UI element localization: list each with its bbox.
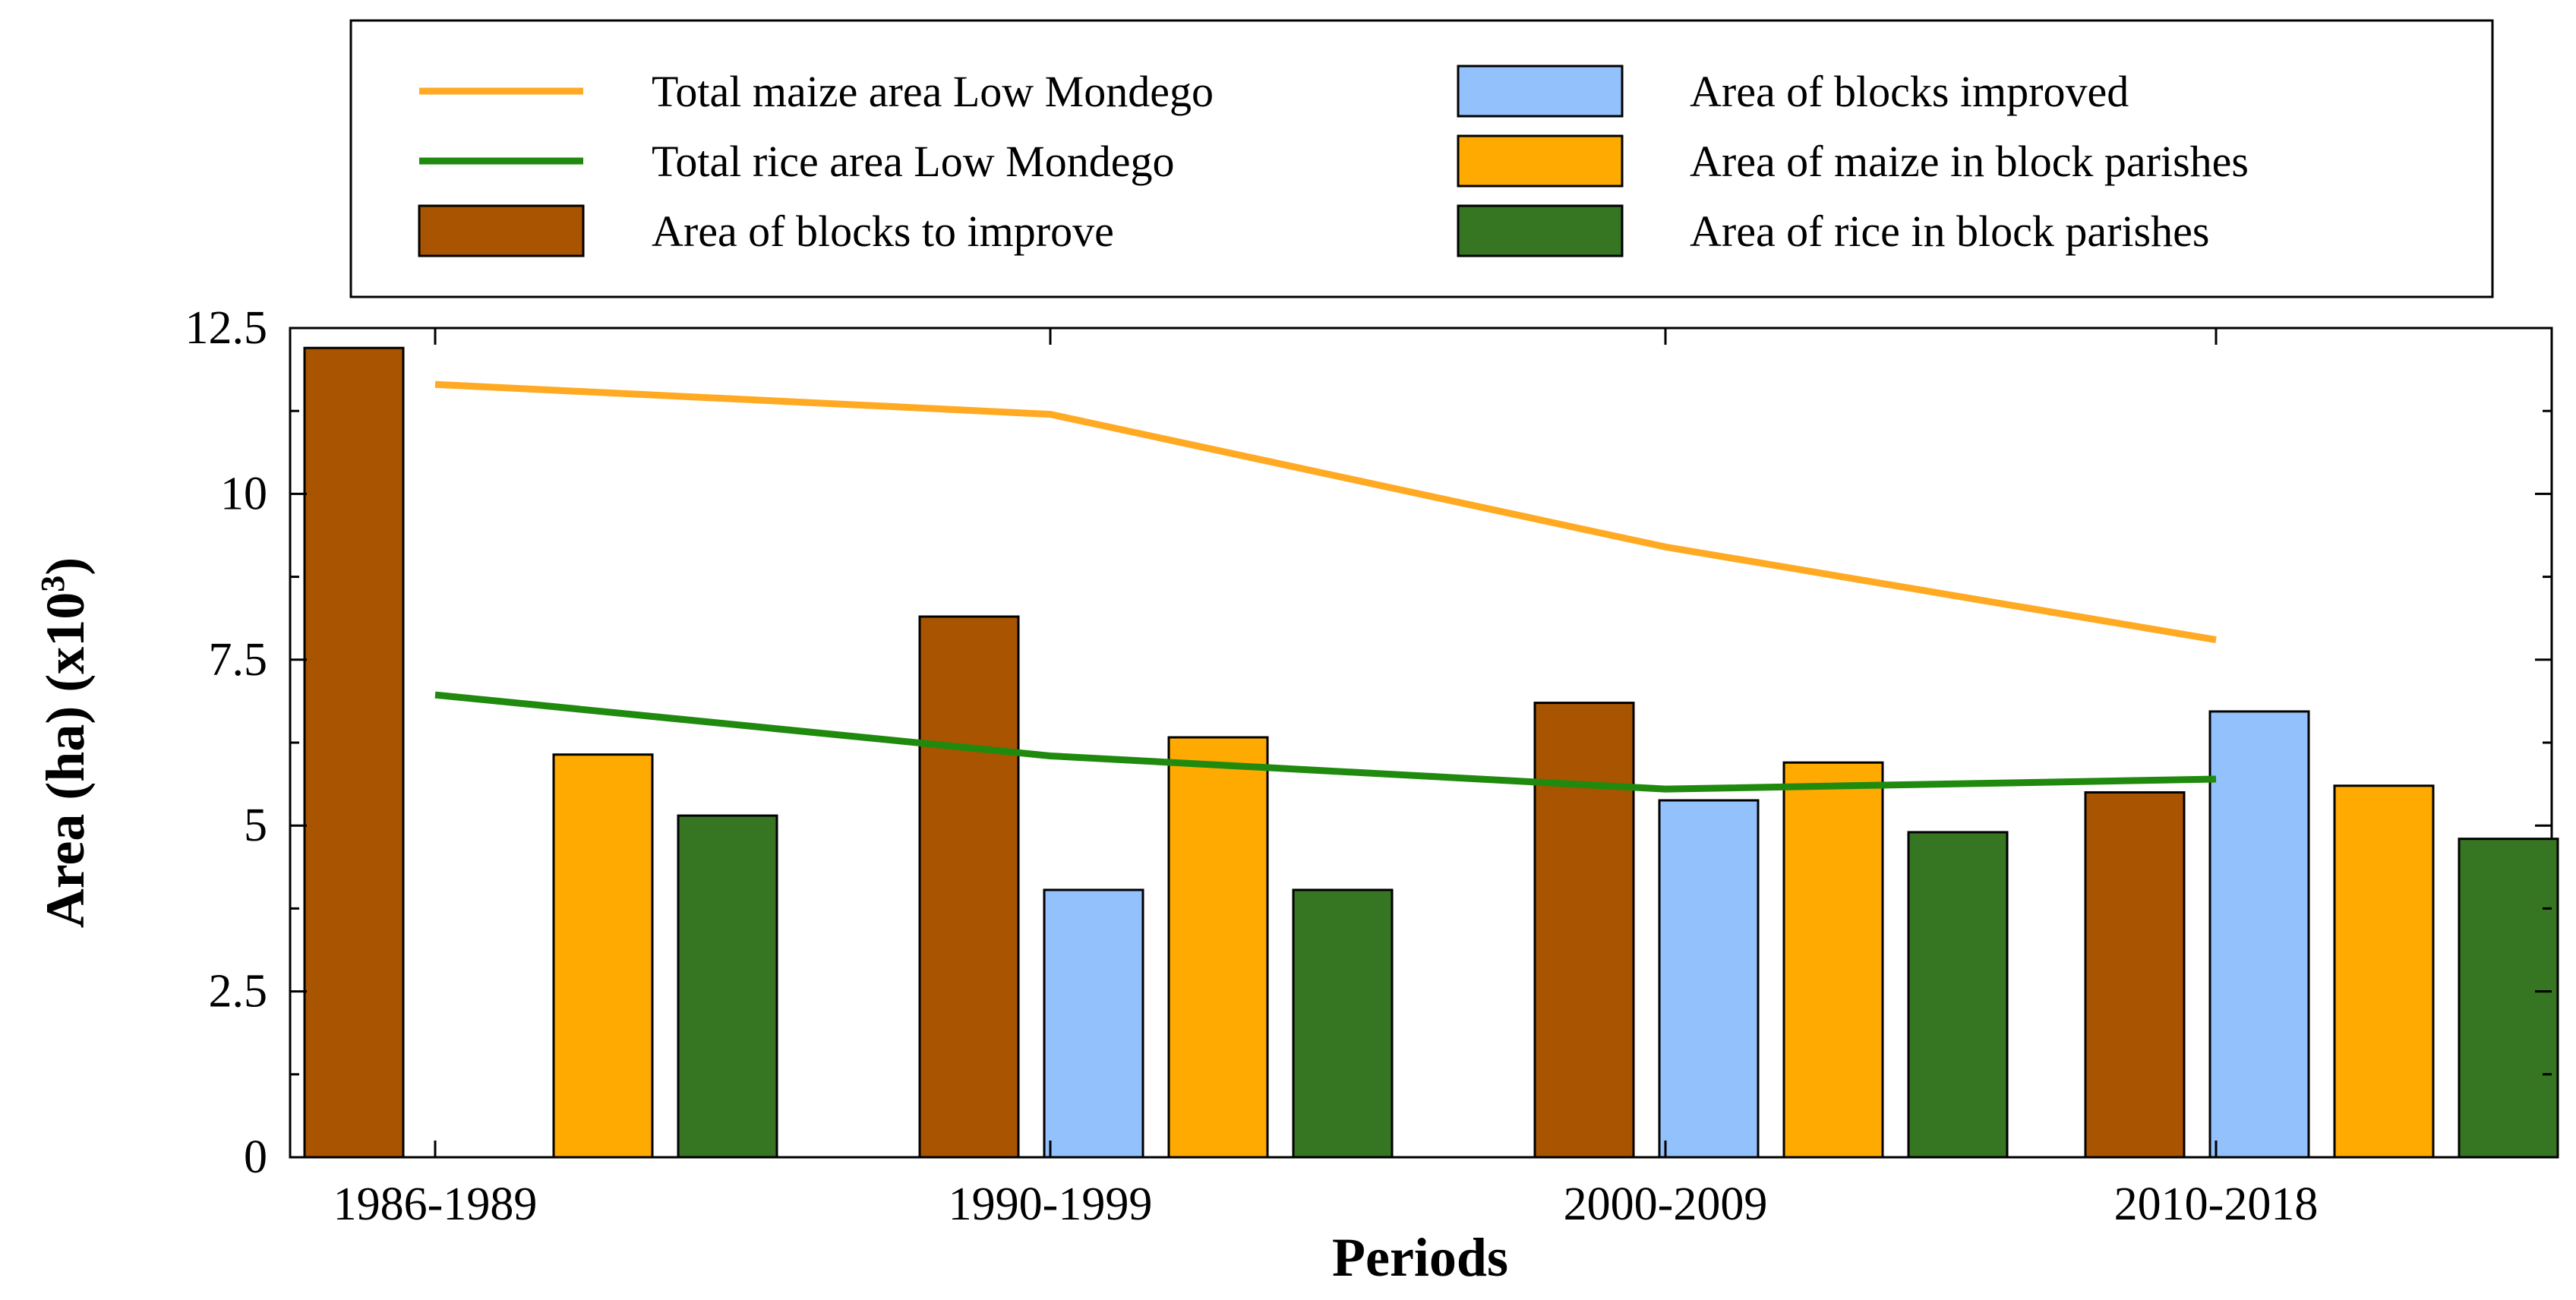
legend-label-area-of-blocks-improved: Area of blocks improved	[1690, 67, 2129, 116]
legend-label-area-of-maize-in-block-parishes: Area of maize in block parishes	[1690, 137, 2249, 186]
bar-area-of-maize-in-block-parishes-2000-2009	[1782, 761, 1884, 1159]
y-axis-title-exponent: 3	[34, 576, 71, 592]
x-axis-title: Periods	[1332, 1227, 1508, 1288]
legend-swatch-area-of-blocks-improved	[1457, 65, 1624, 118]
bar-area-of-blocks-to-improve-1990-1999	[918, 615, 1020, 1159]
y-axis-title-text: Area (ha) (x10	[35, 592, 96, 929]
x-tick-label: 1986-1989	[333, 1179, 538, 1230]
bar-area-of-blocks-to-improve-1986-1989	[303, 346, 405, 1159]
x-tick-label: 2010-2018	[2114, 1179, 2319, 1230]
y-axis-title: Area (ha) (x103)	[34, 557, 96, 929]
bar-area-of-rice-in-block-parishes-2000-2009	[1907, 831, 2009, 1159]
ticks: 0 2.5 5 7.5 10 12.5 1986-1989 1990-1999 2000-200…	[185, 302, 2552, 1230]
y-tick-label: 5	[244, 800, 267, 851]
y-tick-label: 0	[244, 1131, 267, 1183]
line-total-rice-area-low-mondego	[434, 691, 2217, 793]
legend-frame	[349, 19, 2494, 298]
bar-area-of-blocks-improved-1990-1999	[1043, 888, 1144, 1159]
x-tick-label: 2000-2009	[1564, 1179, 1768, 1230]
y-tick-label: 10	[220, 468, 267, 519]
x-tick-label: 1990-1999	[949, 1179, 1153, 1230]
y-axis-title-close: )	[35, 557, 96, 576]
legend-items: Total maize area Low Mondego Area of bloc…	[418, 65, 2249, 257]
bar-area-of-blocks-to-improve-2000-2009	[1533, 702, 1635, 1159]
bar-area-of-maize-in-block-parishes-2010-2018	[2333, 784, 2435, 1159]
legend-label-area-of-rice-in-block-parishes: Area of rice in block parishes	[1690, 207, 2209, 256]
bar-area-of-blocks-to-improve-2010-2018	[2084, 791, 2186, 1159]
legend: Total maize area Low Mondego Area of bloc…	[349, 19, 2494, 298]
legend-label-total-rice-area-low-mondego: Total rice area Low Mondego	[652, 137, 1174, 186]
bars	[303, 346, 2559, 1159]
lines	[434, 380, 2217, 793]
bar-area-of-blocks-improved-2010-2018	[2208, 710, 2310, 1159]
legend-label-area-of-blocks-to-improve: Area of blocks to improve	[652, 207, 1114, 256]
bar-area-of-rice-in-block-parishes-1986-1989	[677, 814, 778, 1159]
legend-swatch-area-of-maize-in-block-parishes	[1457, 134, 1624, 188]
bar-area-of-maize-in-block-parishes-1986-1989	[552, 753, 654, 1159]
legend-label-total-maize-area-low-mondego: Total maize area Low Mondego	[652, 67, 1214, 116]
line-total-maize-area-low-mondego	[434, 380, 2217, 644]
y-tick-label: 12.5	[185, 302, 268, 354]
y-tick-label: 2.5	[209, 966, 268, 1018]
bar-area-of-blocks-improved-2000-2009	[1658, 799, 1760, 1159]
plot-area: 0 2.5 5 7.5 10 12.5 1986-1989 1990-1999 2000-200…	[185, 302, 2559, 1230]
legend-swatch-area-of-blocks-to-improve	[418, 204, 585, 257]
y-tick-label: 7.5	[209, 634, 268, 686]
bar-area-of-rice-in-block-parishes-1990-1999	[1292, 888, 1394, 1159]
bar-area-of-maize-in-block-parishes-1990-1999	[1167, 736, 1269, 1159]
bar-area-of-rice-in-block-parishes-2010-2018	[2458, 838, 2559, 1159]
legend-swatch-area-of-rice-in-block-parishes	[1457, 204, 1624, 257]
